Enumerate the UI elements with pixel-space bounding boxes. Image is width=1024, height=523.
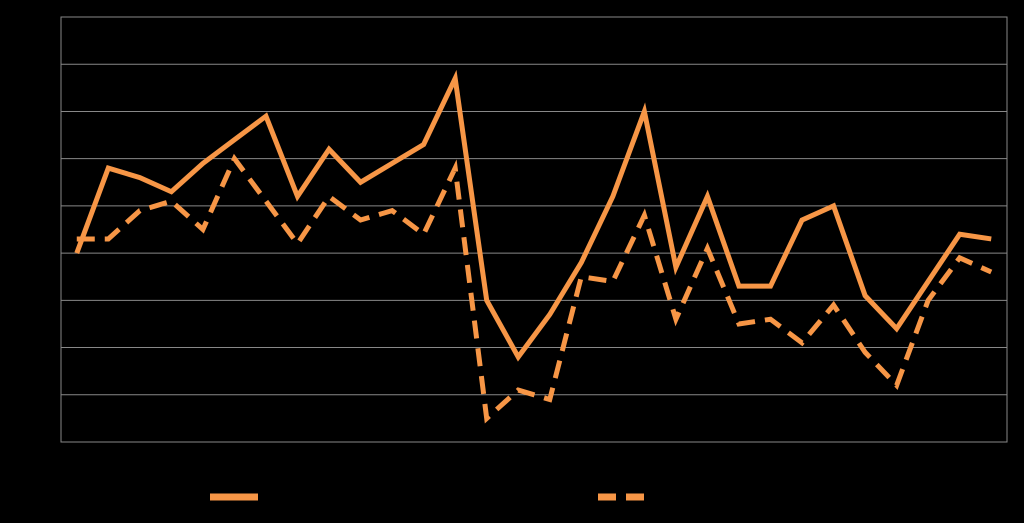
series-line xyxy=(74,69,992,362)
series-line xyxy=(76,153,993,424)
